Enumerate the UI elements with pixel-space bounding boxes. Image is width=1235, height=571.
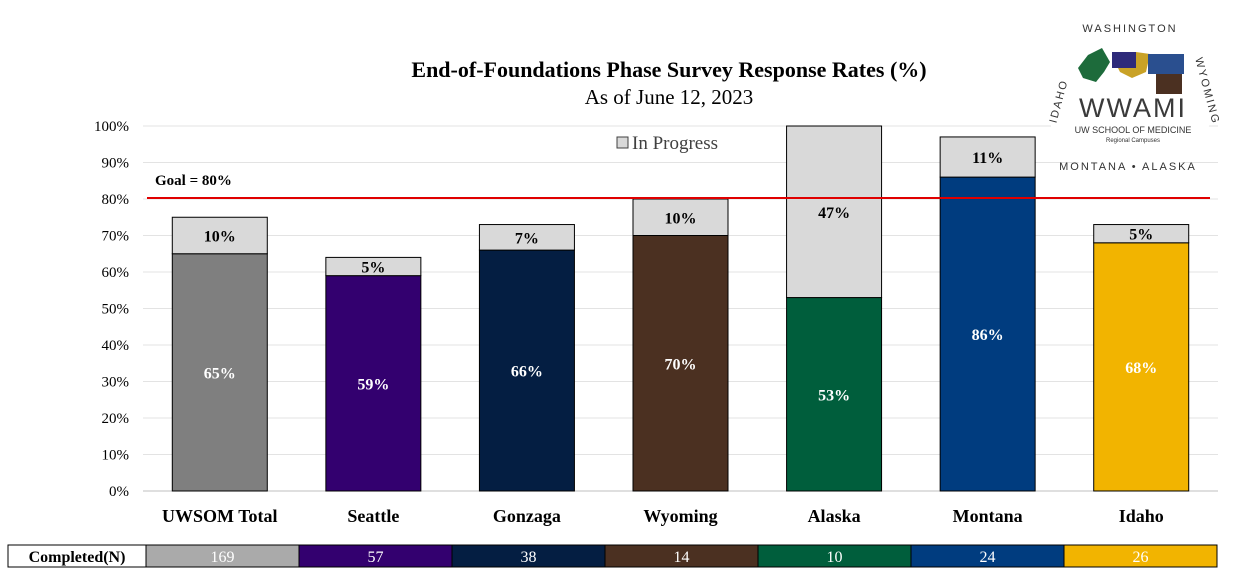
table-cell-value: 10 [827,549,843,566]
data-label-in-progress: 5% [361,260,385,277]
legend-swatch-in-progress [616,136,629,149]
y-tick-label: 30% [102,375,130,391]
bar-in-progress [939,136,1036,178]
logo-line1: UW SCHOOL OF MEDICINE [1075,125,1192,135]
bars [171,125,1190,492]
x-category-label: Idaho [1119,506,1164,526]
y-tick-label: 40% [102,338,130,354]
bar-in-progress [325,256,422,277]
bar-completed [632,235,729,492]
bar-in-progress [171,216,268,255]
bar-completed [478,249,575,492]
legend-label-in-progress: In Progress [632,133,718,154]
x-category-label: Gonzaga [493,506,561,526]
bar-in-progress [478,224,575,251]
bar-completed [171,253,268,492]
chart-subtitle: As of June 12, 2023 [585,85,754,109]
data-label-in-progress: 47% [818,205,850,222]
y-tick-label: 90% [102,156,130,172]
table-cell-value: 38 [521,549,537,566]
wwami-logo: WWAMI UW SCHOOL OF MEDICINE Regional Cam… [1045,10,1222,180]
logo-arc-top: WASHINGTON [1082,23,1177,35]
data-label-completed: 59% [357,376,389,393]
y-tick-label: 60% [102,265,130,281]
table-cell-value: 169 [211,549,235,566]
data-label-in-progress: 5% [1129,227,1153,244]
logo-background [1045,10,1215,180]
logo-arc-bottom: MONTANA • ALASKA [1059,161,1197,173]
x-category-label: Alaska [808,506,861,526]
data-label-completed: 53% [818,387,850,404]
logo-wyoming-shape [1156,74,1182,94]
data-label-completed: 65% [204,365,236,382]
goal-line-group: Goal = 80% [147,173,1210,199]
data-label-completed: 66% [511,364,543,381]
bar-completed [325,275,422,492]
bar-completed [1093,242,1190,492]
bar-in-progress [786,125,883,299]
table-cell-value: 57 [368,549,384,566]
data-label-completed: 86% [972,327,1004,344]
logo-line2: Regional Campuses [1106,138,1160,144]
data-label-completed: 68% [1125,360,1157,377]
table-header-label: Completed(N) [29,549,126,566]
legend: In Progress [616,133,718,154]
bar-completed [786,297,883,492]
y-tick-label: 100% [94,119,129,135]
bar-in-progress [632,198,729,236]
bar-in-progress [1093,224,1190,244]
completed-table: Completed(N) 169 57 38 14 10 24 26 [7,544,1218,568]
data-label-in-progress: 10% [665,210,697,227]
y-tick-label: 70% [102,229,130,245]
logo-idaho-shape [1118,52,1150,78]
table-cell-value: 24 [980,549,996,566]
x-category-label: Wyoming [643,506,717,526]
x-axis-categories: UWSOM Total Seattle Gonzaga Wyoming Alaska Mo… [162,506,1164,526]
y-axis-ticks: 0% 10% 20% 30% 40% 50% 60% 70% 80% 90% 100% [94,119,129,500]
x-category-label: Montana [953,506,1023,526]
table-cell-value: 26 [1133,549,1149,566]
table-cell [1063,544,1218,568]
bar-completed [939,176,1036,492]
logo-montana-shape [1148,54,1184,74]
data-label-completed: 70% [665,356,697,373]
x-category-label: UWSOM Total [162,506,278,526]
logo-wordmark: WWAMI [1079,93,1187,123]
logo-alaska-shape [1078,48,1110,82]
goal-label: Goal = 80% [155,173,232,189]
data-labels: 65% 10% 59% 5% 66% 7% 70% 10% 53% 47% 86% 11% 68% 5% [204,150,1157,404]
x-category-label: Seattle [347,506,399,526]
data-label-in-progress: 7% [515,230,539,247]
y-tick-label: 50% [102,302,130,318]
y-tick-label: 20% [102,411,130,427]
data-label-in-progress: 10% [204,229,236,246]
logo-washington-shape [1112,52,1136,68]
table-cell-value: 14 [674,549,690,566]
y-tick-label: 10% [102,448,130,464]
data-label-in-progress: 11% [972,150,1003,167]
y-tick-label: 0% [109,484,129,500]
chart-title: End-of-Foundations Phase Survey Response… [411,57,926,82]
y-tick-label: 80% [102,192,130,208]
